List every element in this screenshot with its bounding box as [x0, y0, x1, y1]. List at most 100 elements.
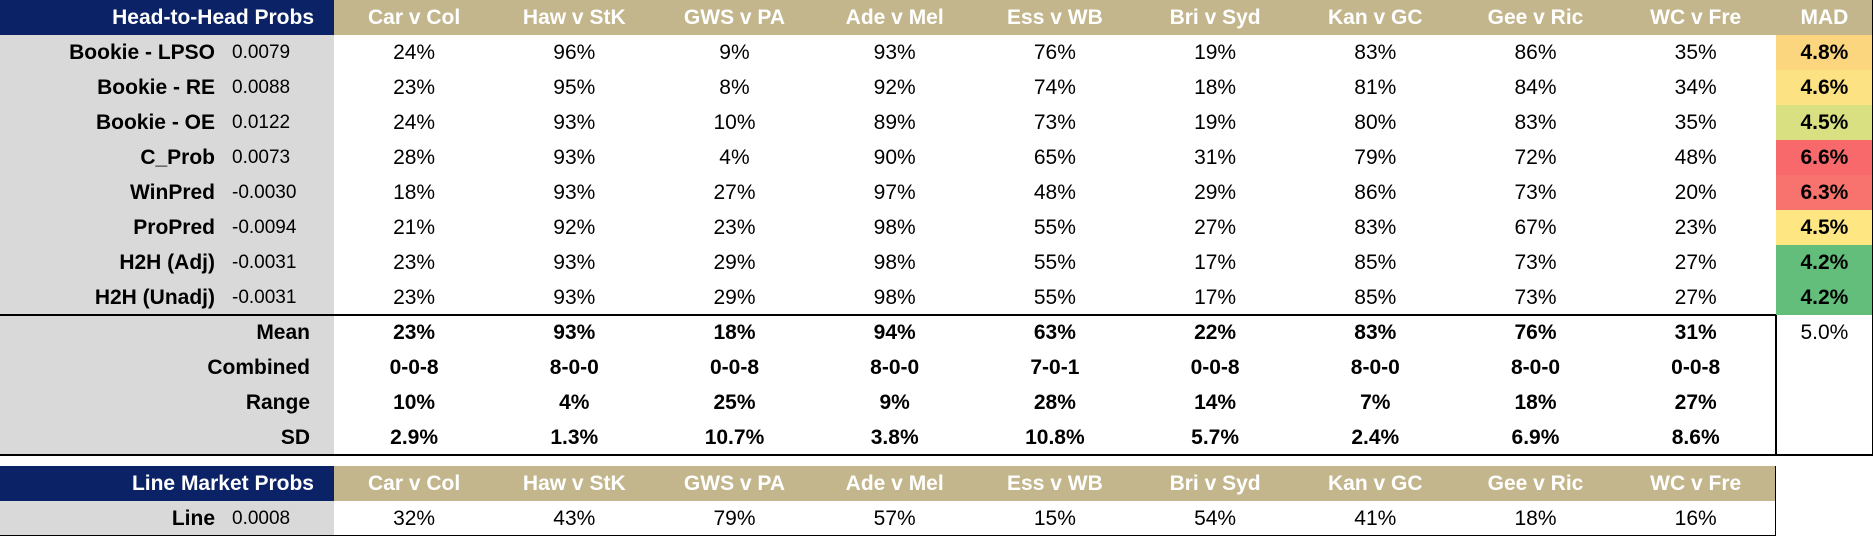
cell: 98%	[873, 250, 916, 274]
cell: 27%	[1194, 215, 1237, 239]
column-header: WC v Fre	[1615, 466, 1776, 501]
summary-cell: 25%	[713, 390, 756, 414]
cell: 23%	[393, 250, 436, 274]
cell: 93%	[553, 145, 596, 169]
summary-cell: 0-0-8	[709, 355, 759, 379]
cell: 92%	[873, 75, 916, 99]
column-header: GWS v PA	[654, 466, 815, 501]
row-label-bg	[0, 315, 334, 350]
cell: 29%	[1194, 180, 1237, 204]
cell: 89%	[873, 110, 916, 134]
cell: 55%	[1033, 215, 1076, 239]
summary-cell: 63%	[1033, 320, 1076, 344]
column-header: WC v Fre	[1615, 0, 1776, 35]
summary-cell: 18%	[1514, 390, 1557, 414]
mad-cell: 4.8%	[1775, 35, 1873, 70]
mad-cell: 4.5%	[1775, 105, 1873, 140]
mad-cell: 4.2%	[1775, 280, 1873, 315]
section-title: Head-to-Head Probs	[0, 0, 334, 35]
column-header: Ess v WB	[974, 0, 1135, 35]
cell: 16%	[1674, 506, 1717, 530]
cell: 17%	[1194, 285, 1237, 309]
summary-cell: 10.7%	[704, 425, 765, 449]
cell: 86%	[1514, 40, 1557, 64]
cell: 15%	[1033, 506, 1076, 530]
cell: 73%	[1514, 285, 1557, 309]
cell: 9%	[719, 40, 750, 64]
summary-cell: 18%	[713, 320, 756, 344]
mad-cell: 6.3%	[1775, 175, 1873, 210]
cell: 35%	[1674, 40, 1717, 64]
cell: 57%	[873, 506, 916, 530]
cell: 35%	[1674, 110, 1717, 134]
column-header: Gee v Ric	[1455, 0, 1616, 35]
column-header: Gee v Ric	[1455, 466, 1616, 501]
cell: 32%	[393, 506, 436, 530]
row-label-bg	[0, 175, 334, 210]
column-header: Ade v Mel	[814, 0, 975, 35]
row-label-bg	[0, 350, 334, 385]
cell: 23%	[393, 285, 436, 309]
cell: 18%	[1514, 506, 1557, 530]
section-title: Line Market Probs	[0, 466, 334, 501]
cell: 93%	[553, 285, 596, 309]
cell: 34%	[1674, 75, 1717, 99]
summary-cell: 27%	[1674, 390, 1717, 414]
column-header: Car v Col	[334, 0, 495, 35]
cell: 65%	[1033, 145, 1076, 169]
row-label-bg	[0, 210, 334, 245]
cell: 43%	[553, 506, 596, 530]
summary-cell: 8.6%	[1671, 425, 1720, 449]
summary-cell: 31%	[1674, 320, 1717, 344]
summary-cell: 0-0-8	[1671, 355, 1721, 379]
summary-cell: 22%	[1194, 320, 1237, 344]
cell: 79%	[713, 506, 756, 530]
column-header: GWS v PA	[654, 0, 815, 35]
row-score: -0.0094	[232, 216, 297, 238]
row-label-bg	[0, 280, 334, 315]
column-header: Ade v Mel	[814, 466, 975, 501]
cell: 93%	[553, 110, 596, 134]
row-score: 0.0073	[232, 146, 291, 168]
row-name: WinPred	[130, 180, 215, 204]
summary-cell: 8-0-0	[870, 355, 920, 379]
mad-cell: 4.2%	[1775, 245, 1873, 280]
row-label-bg	[0, 35, 334, 70]
cell: 84%	[1514, 75, 1557, 99]
cell: 97%	[873, 180, 916, 204]
cell: 83%	[1354, 40, 1397, 64]
summary-cell: 1.3%	[550, 425, 599, 449]
summary-name: Mean	[256, 320, 310, 344]
cell: 29%	[713, 285, 756, 309]
summary-cell: 7-0-1	[1030, 355, 1080, 379]
cell: 23%	[393, 75, 436, 99]
summary-name: Range	[245, 390, 310, 414]
cell: 55%	[1033, 285, 1076, 309]
row-name: Bookie - RE	[97, 75, 215, 99]
summary-cell: 6.9%	[1511, 425, 1560, 449]
mad-cell: 4.5%	[1775, 210, 1873, 245]
cell: 96%	[553, 40, 596, 64]
row-label-bg	[0, 105, 334, 140]
summary-cell: 94%	[873, 320, 916, 344]
row-score: 0.0122	[232, 111, 291, 133]
cell: 73%	[1033, 110, 1076, 134]
cell: 41%	[1354, 506, 1397, 530]
column-header: Haw v StK	[494, 0, 655, 35]
mad-cell: 4.6%	[1775, 70, 1873, 105]
summary-cell: 93%	[553, 320, 596, 344]
summary-cell: 10.8%	[1025, 425, 1085, 449]
cell: 98%	[873, 215, 916, 239]
cell: 93%	[553, 180, 596, 204]
row-name: Line	[171, 506, 215, 530]
row-label-bg	[0, 245, 334, 280]
summary-cell: 23%	[393, 320, 436, 344]
cell: 8%	[719, 75, 750, 99]
cell: 93%	[873, 40, 916, 64]
row-score: -0.0031	[232, 286, 297, 308]
cell: 73%	[1514, 180, 1557, 204]
cell: 98%	[873, 285, 916, 309]
cell: 48%	[1033, 180, 1076, 204]
cell: 17%	[1194, 250, 1237, 274]
